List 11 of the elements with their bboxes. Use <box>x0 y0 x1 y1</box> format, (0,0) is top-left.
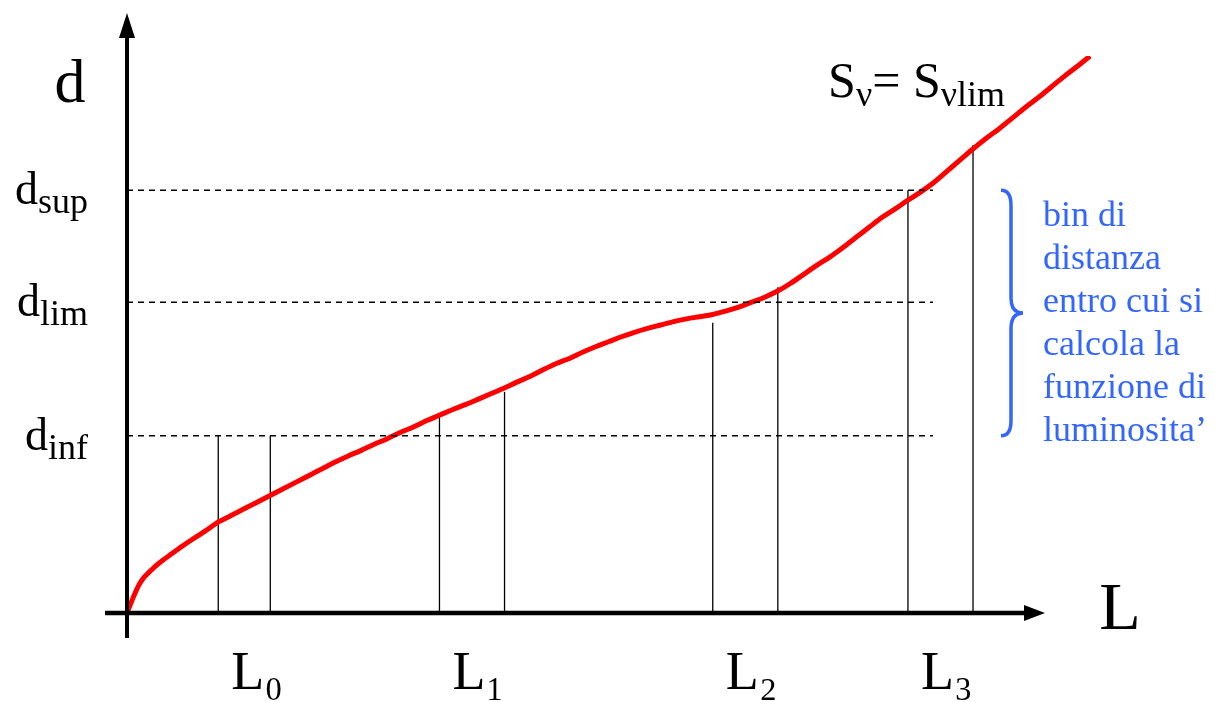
ref-line-label: d$_{sup}$ <box>14 163 88 222</box>
y-axis-title: d <box>54 47 86 115</box>
x-tick-label: L₃ <box>920 641 973 701</box>
x-axis-title: L <box>1099 568 1141 644</box>
annotation: S$_{ν}$= S$_{νlim}$ <box>828 52 1005 114</box>
ref-line-label: d$_{inf}$ <box>25 408 88 467</box>
ref-line-label: d$_{lim}$ <box>16 275 88 334</box>
x-tick-label: L₂ <box>725 641 778 701</box>
annotation: bin di distanza entro cui si calcola la funzione di luminosita’ <box>1043 193 1208 452</box>
x-tick-label: L₀ <box>231 641 284 701</box>
x-tick-label: L₁ <box>452 641 505 701</box>
